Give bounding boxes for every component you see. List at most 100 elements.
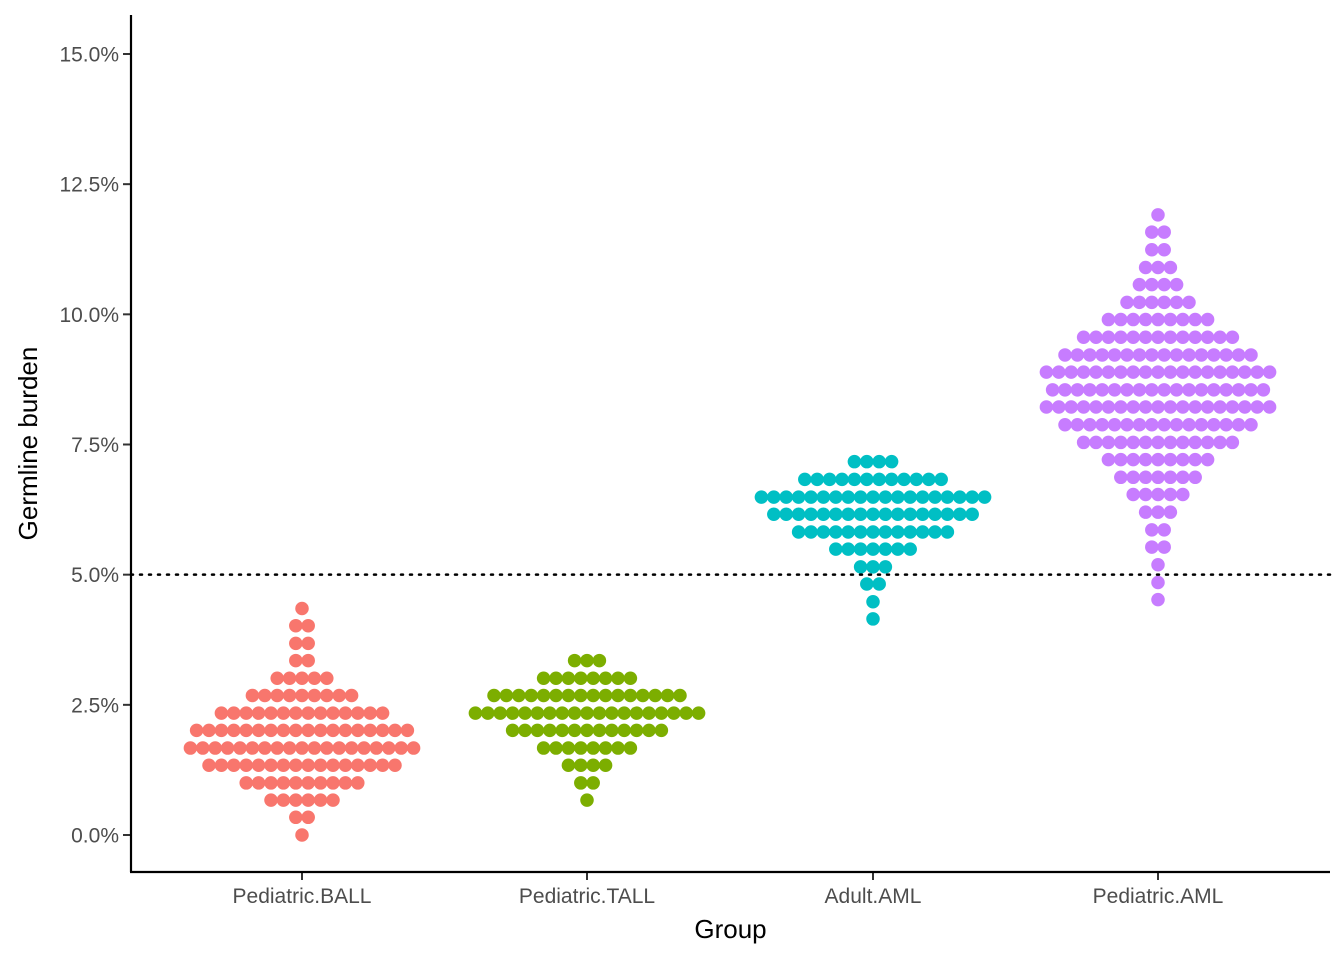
data-point — [853, 525, 868, 539]
data-point — [580, 723, 594, 738]
data-point — [543, 706, 557, 720]
data-point — [841, 507, 855, 522]
data-point — [798, 472, 812, 487]
data-point — [847, 472, 862, 487]
data-point — [853, 542, 868, 556]
data-point — [897, 472, 911, 487]
data-point — [512, 688, 526, 703]
data-point — [338, 758, 353, 772]
data-point — [567, 723, 582, 738]
series-Adult.AML — [754, 454, 992, 626]
data-point — [1145, 383, 1159, 397]
data-point — [326, 793, 340, 807]
data-point — [567, 653, 582, 668]
data-point — [1126, 400, 1140, 414]
data-point — [388, 758, 402, 772]
y-tick-label: 2.5% — [71, 694, 119, 717]
data-point — [915, 490, 930, 504]
data-point — [1126, 452, 1140, 467]
data-point — [574, 758, 588, 772]
data-point — [251, 723, 266, 738]
data-point — [1151, 435, 1165, 450]
data-point — [860, 454, 874, 469]
data-point — [1126, 330, 1140, 344]
data-point — [1231, 348, 1246, 362]
data-point — [227, 706, 241, 720]
data-point — [791, 525, 806, 539]
data-point — [1114, 330, 1128, 344]
data-point — [295, 741, 309, 755]
data-point — [363, 723, 377, 738]
data-point — [344, 688, 359, 703]
data-point — [307, 741, 322, 755]
data-point — [301, 636, 315, 651]
data-point — [1213, 365, 1227, 379]
data-point — [1219, 417, 1233, 432]
y-axis-title: Germline burden — [13, 347, 43, 541]
data-point — [493, 706, 507, 720]
data-point — [903, 507, 917, 522]
data-point — [313, 723, 328, 738]
data-point — [301, 810, 315, 825]
data-point — [239, 776, 253, 790]
data-point — [1145, 295, 1159, 310]
data-point — [617, 706, 631, 720]
x-tick-label: Pediatric.AML — [1093, 885, 1224, 908]
data-point — [1151, 208, 1165, 222]
data-point — [1101, 365, 1116, 379]
data-point — [505, 723, 520, 738]
data-point — [791, 507, 806, 522]
data-point — [276, 793, 291, 807]
data-point — [586, 741, 600, 755]
data-point — [561, 671, 576, 686]
data-point — [1188, 470, 1202, 485]
data-point — [1262, 365, 1277, 379]
data-point — [1151, 260, 1165, 275]
data-point — [592, 653, 607, 668]
data-point — [909, 472, 924, 487]
data-point — [1176, 487, 1190, 502]
x-axis-title: Group — [694, 914, 766, 944]
y-tick-label: 10.0% — [59, 304, 119, 327]
data-point — [1163, 487, 1178, 502]
data-point — [953, 507, 967, 522]
data-point — [1244, 383, 1258, 397]
data-point — [468, 706, 483, 720]
data-point — [270, 671, 284, 686]
data-point — [214, 723, 229, 738]
data-point — [202, 758, 216, 772]
data-point — [617, 723, 631, 738]
data-point — [580, 793, 594, 807]
data-point — [1145, 225, 1159, 239]
data-point — [629, 706, 644, 720]
data-point — [326, 723, 340, 738]
data-point — [1151, 575, 1165, 590]
data-point — [592, 723, 607, 738]
data-point — [1151, 365, 1165, 379]
data-point — [1238, 400, 1252, 414]
data-point — [1151, 505, 1165, 519]
data-point — [555, 723, 569, 738]
data-point — [1101, 330, 1116, 344]
data-point — [264, 776, 278, 790]
data-point — [406, 741, 421, 755]
data-point — [816, 507, 831, 522]
data-point — [276, 758, 291, 772]
data-point — [853, 490, 868, 504]
data-point — [1107, 383, 1122, 397]
data-point — [394, 741, 408, 755]
y-tick-label: 12.5% — [59, 174, 119, 197]
x-tick-label: Adult.AML — [825, 885, 922, 908]
data-point — [1169, 295, 1184, 310]
data-point — [1039, 365, 1054, 379]
data-point — [487, 688, 501, 703]
data-point — [264, 723, 278, 738]
data-point — [1188, 452, 1202, 467]
data-point — [1138, 260, 1153, 275]
data-point — [878, 490, 893, 504]
data-point — [928, 490, 942, 504]
data-point — [1089, 365, 1103, 379]
data-point — [903, 525, 917, 539]
data-point — [1207, 383, 1221, 397]
data-point — [642, 723, 656, 738]
